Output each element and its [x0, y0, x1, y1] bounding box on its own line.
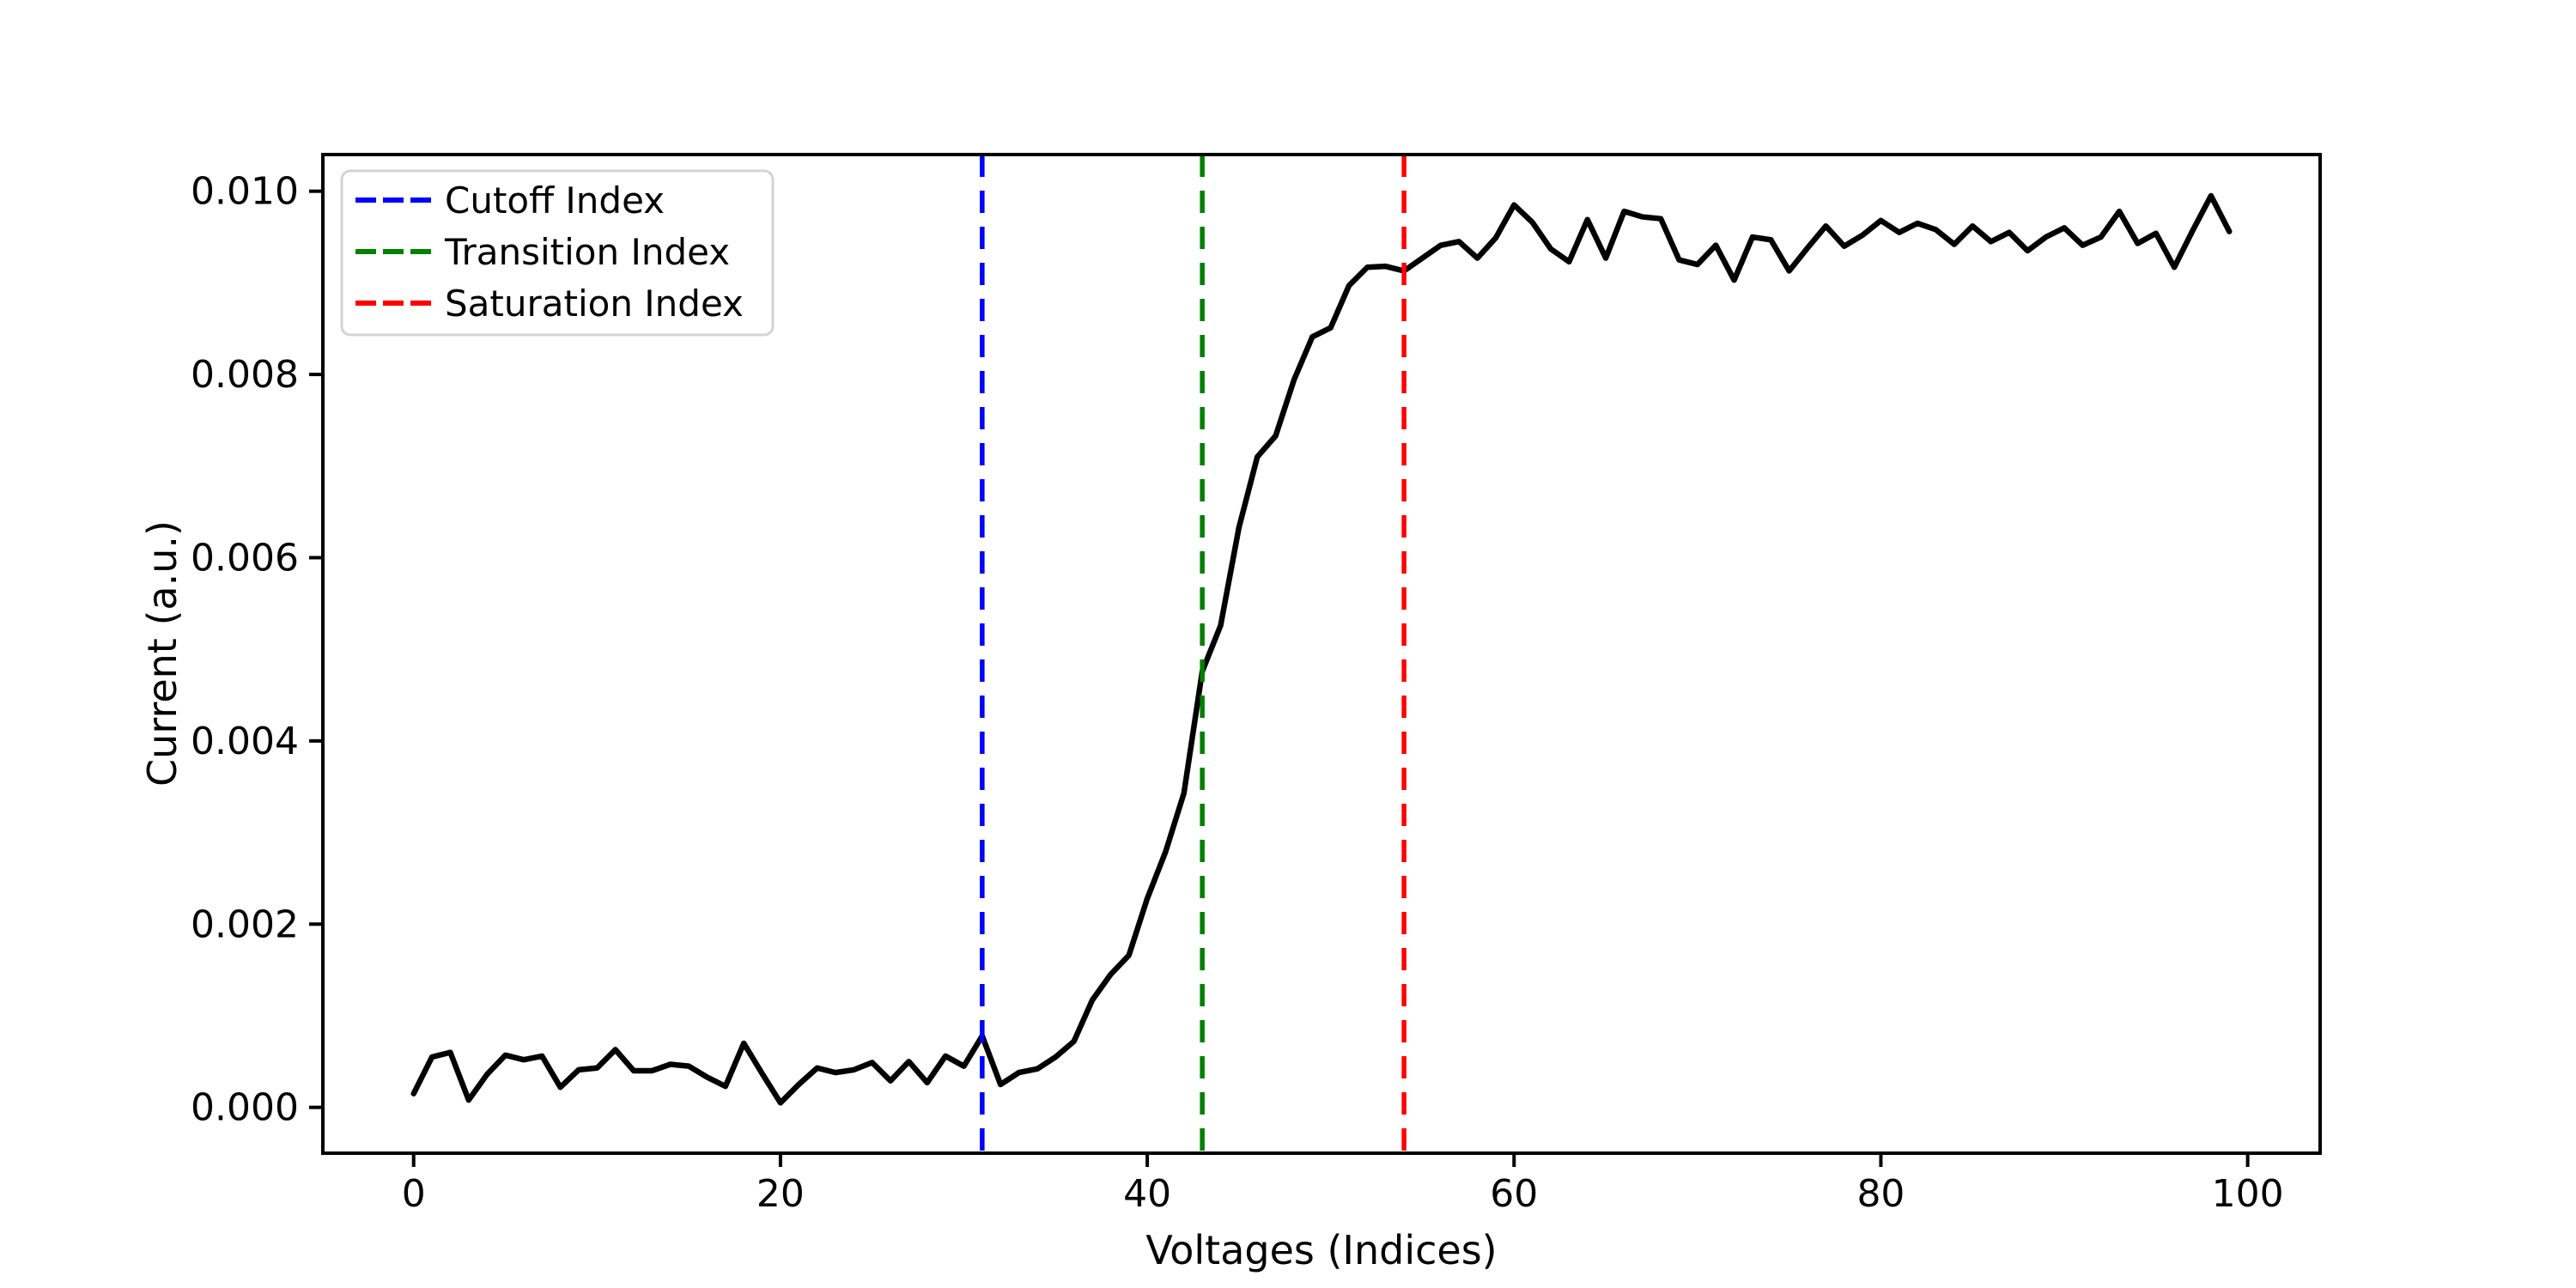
y-axis-label: Current (a.u.) [139, 520, 185, 787]
x-axis-label: Voltages (Indices) [1145, 1227, 1497, 1273]
legend-entry-cutoff-index: Cutoff Index [355, 179, 665, 222]
y-tick-label: 0.002 [191, 902, 299, 946]
y-tick-label: 0.004 [191, 720, 299, 763]
y-tick-label: 0.000 [191, 1086, 299, 1130]
x-tick-label: 20 [756, 1172, 805, 1216]
y-tick-label: 0.010 [191, 170, 299, 214]
data-line-current-curve [410, 192, 2233, 1106]
plot-content [410, 155, 2233, 1153]
x-tick-label: 40 [1123, 1172, 1171, 1216]
x-tick-label: 80 [1856, 1172, 1905, 1216]
x-axis-ticks: 0 20 40 60 80 100 [402, 1153, 2284, 1216]
legend-label-transition-index: Transition Index [444, 231, 730, 273]
plot-frame [321, 153, 2322, 1155]
legend-label-cutoff-index: Cutoff Index [445, 179, 665, 222]
x-tick-label: 60 [1490, 1172, 1538, 1216]
y-tick-label: 0.008 [191, 353, 299, 397]
x-tick-label: 100 [2212, 1172, 2284, 1216]
legend-box [340, 169, 775, 337]
y-tick-label: 0.006 [191, 536, 299, 580]
x-tick-label: 0 [402, 1172, 426, 1216]
legend-entry-transition-index: Transition Index [355, 231, 730, 273]
legend-label-saturation-index: Saturation Index [445, 283, 744, 325]
y-axis-ticks: 0.000 0.002 0.004 0.006 0.008 0.010 [191, 170, 323, 1130]
legend: Cutoff Index Transition Index Saturation I… [340, 169, 775, 337]
legend-entry-saturation-index: Saturation Index [355, 283, 744, 325]
